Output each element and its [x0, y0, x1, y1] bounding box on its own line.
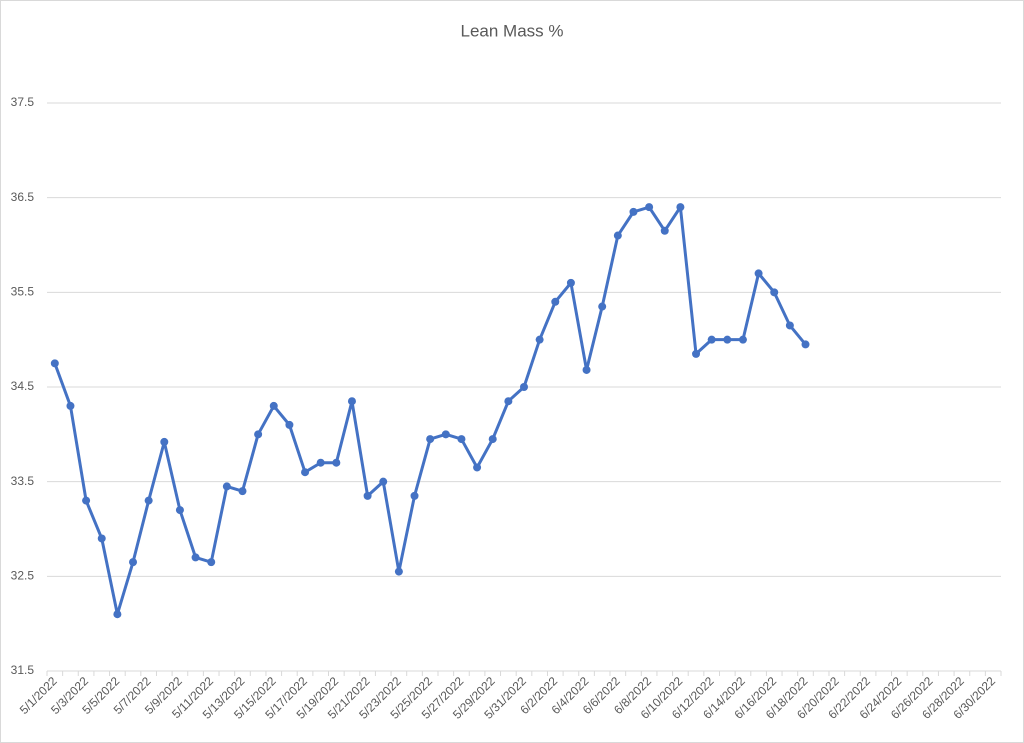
- y-tick-label: 31.5: [11, 663, 35, 677]
- data-point: [660, 226, 669, 235]
- data-point: [50, 359, 59, 368]
- y-tick-label: 35.5: [11, 285, 35, 299]
- data-point: [379, 477, 388, 486]
- data-point: [473, 463, 482, 472]
- data-point: [426, 435, 435, 444]
- data-point: [645, 203, 654, 212]
- data-point: [676, 203, 685, 212]
- data-point: [770, 288, 779, 297]
- data-point: [113, 610, 122, 619]
- data-point: [347, 397, 356, 406]
- data-point: [723, 335, 732, 344]
- data-point: [785, 321, 794, 330]
- data-point: [97, 534, 106, 543]
- data-point: [82, 496, 91, 505]
- chart-title: Lean Mass %: [461, 21, 564, 40]
- data-point: [410, 491, 419, 500]
- data-point: [66, 401, 75, 410]
- data-point: [520, 383, 528, 391]
- y-tick-label: 33.5: [11, 474, 35, 488]
- data-point: [457, 435, 466, 444]
- data-point: [285, 420, 294, 429]
- data-point: [801, 340, 810, 349]
- data-point: [441, 430, 450, 439]
- data-point: [582, 365, 591, 374]
- data-point: [332, 458, 341, 467]
- data-point: [566, 278, 575, 287]
- data-point: [129, 558, 138, 567]
- y-tick-label: 36.5: [11, 190, 35, 204]
- data-point: [191, 553, 200, 562]
- data-point: [160, 437, 169, 446]
- data-point: [222, 482, 231, 491]
- data-point: [692, 349, 701, 358]
- y-tick-label: 32.5: [11, 569, 35, 583]
- data-point: [301, 468, 310, 477]
- data-point: [238, 487, 247, 496]
- data-point: [613, 231, 622, 240]
- data-point: [316, 458, 325, 467]
- data-point: [394, 567, 403, 576]
- y-tick-label: 37.5: [11, 95, 35, 109]
- data-point: [254, 430, 263, 439]
- data-point: [629, 207, 638, 216]
- data-point: [504, 397, 513, 406]
- data-point: [707, 335, 716, 344]
- data-point: [551, 297, 560, 306]
- data-point: [269, 401, 278, 410]
- data-point: [363, 491, 372, 500]
- data-point: [535, 335, 544, 344]
- data-point: [144, 496, 153, 505]
- data-point: [488, 435, 497, 444]
- y-tick-label: 34.5: [11, 379, 35, 393]
- data-point: [738, 335, 747, 344]
- data-point: [207, 558, 216, 567]
- data-point: [598, 302, 607, 311]
- data-point: [175, 506, 184, 515]
- data-point: [754, 269, 763, 278]
